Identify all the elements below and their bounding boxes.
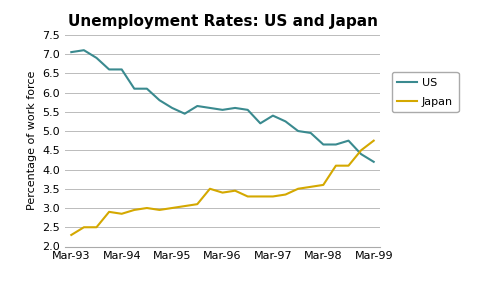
- US: [182, 112, 188, 115]
- US: [144, 87, 150, 90]
- US: [244, 108, 250, 112]
- Japan: [258, 195, 264, 198]
- Japan: [346, 164, 352, 167]
- US: [370, 160, 376, 164]
- Japan: [81, 226, 87, 229]
- US: [207, 106, 213, 110]
- US: [358, 152, 364, 156]
- Y-axis label: Percentage of work force: Percentage of work force: [27, 71, 37, 210]
- Japan: [132, 208, 138, 212]
- US: [333, 143, 339, 146]
- Japan: [194, 202, 200, 206]
- US: [132, 87, 138, 90]
- Japan: [333, 164, 339, 167]
- Japan: [282, 193, 288, 196]
- Japan: [270, 195, 276, 198]
- US: [68, 50, 74, 54]
- Japan: [106, 210, 112, 214]
- US: [346, 139, 352, 142]
- US: [232, 106, 238, 110]
- US: [81, 48, 87, 52]
- US: [308, 131, 314, 135]
- US: [258, 122, 264, 125]
- Japan: [358, 148, 364, 152]
- Japan: [370, 139, 376, 142]
- Japan: [207, 187, 213, 191]
- Japan: [182, 204, 188, 208]
- US: [282, 120, 288, 123]
- Japan: [156, 208, 162, 212]
- Japan: [244, 195, 250, 198]
- US: [118, 68, 124, 71]
- Line: Japan: Japan: [72, 141, 374, 235]
- Japan: [320, 183, 326, 187]
- Japan: [169, 206, 175, 210]
- US: [270, 114, 276, 117]
- US: [295, 129, 301, 133]
- US: [220, 108, 226, 112]
- US: [169, 106, 175, 110]
- Japan: [68, 233, 74, 237]
- US: [106, 68, 112, 71]
- Japan: [94, 226, 100, 229]
- US: [94, 56, 100, 60]
- US: [156, 99, 162, 102]
- Japan: [144, 206, 150, 210]
- Japan: [220, 191, 226, 194]
- US: [194, 104, 200, 108]
- Line: US: US: [72, 50, 374, 162]
- Japan: [232, 189, 238, 193]
- Japan: [308, 185, 314, 188]
- Japan: [118, 212, 124, 215]
- Title: Unemployment Rates: US and Japan: Unemployment Rates: US and Japan: [68, 14, 378, 30]
- Japan: [295, 187, 301, 191]
- US: [320, 143, 326, 146]
- Legend: US, Japan: US, Japan: [392, 72, 458, 112]
